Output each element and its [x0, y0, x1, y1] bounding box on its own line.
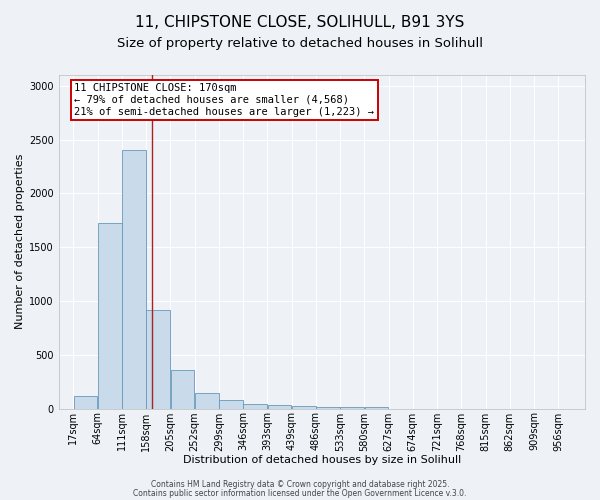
Bar — [195, 393, 218, 408]
Text: 11 CHIPSTONE CLOSE: 170sqm
← 79% of detached houses are smaller (4,568)
21% of s: 11 CHIPSTONE CLOSE: 170sqm ← 79% of deta… — [74, 84, 374, 116]
Bar — [316, 407, 340, 408]
Bar — [98, 224, 122, 408]
Text: Contains HM Land Registry data © Crown copyright and database right 2025.: Contains HM Land Registry data © Crown c… — [151, 480, 449, 489]
Bar — [292, 406, 316, 408]
Bar — [122, 150, 146, 408]
X-axis label: Distribution of detached houses by size in Solihull: Distribution of detached houses by size … — [183, 455, 461, 465]
Bar — [244, 404, 267, 408]
Bar — [74, 396, 97, 408]
Text: Contains public sector information licensed under the Open Government Licence v.: Contains public sector information licen… — [133, 489, 467, 498]
Bar — [170, 370, 194, 408]
Bar — [268, 406, 292, 408]
Text: 11, CHIPSTONE CLOSE, SOLIHULL, B91 3YS: 11, CHIPSTONE CLOSE, SOLIHULL, B91 3YS — [136, 15, 464, 30]
Y-axis label: Number of detached properties: Number of detached properties — [15, 154, 25, 330]
Bar — [146, 310, 170, 408]
Bar — [219, 400, 243, 408]
Text: Size of property relative to detached houses in Solihull: Size of property relative to detached ho… — [117, 38, 483, 51]
